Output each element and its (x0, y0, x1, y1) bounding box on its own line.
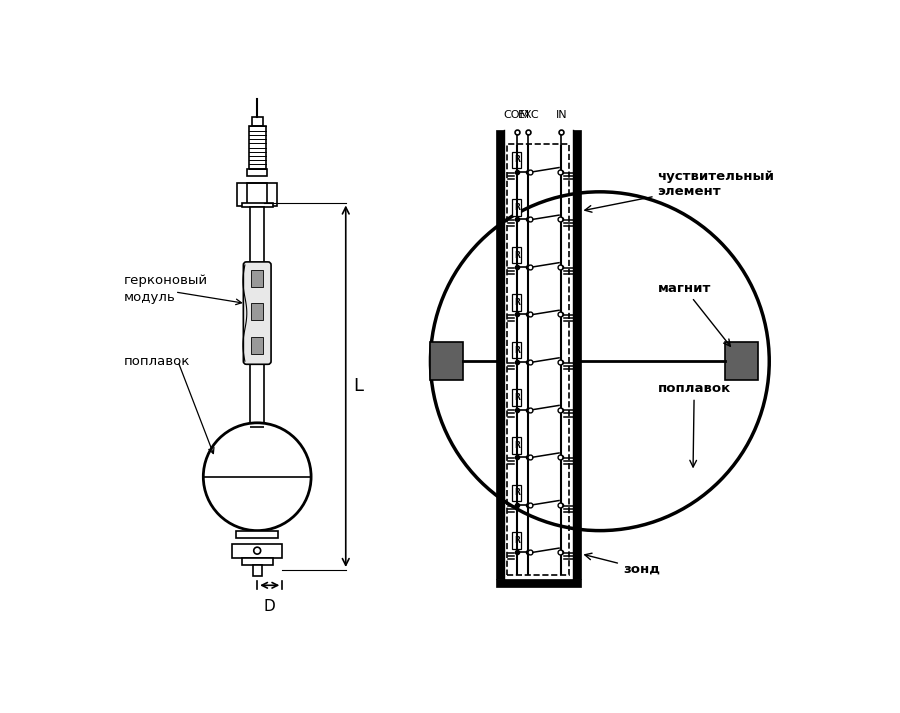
Bar (512, 342, 521, 359)
Polygon shape (238, 183, 277, 205)
Text: R: R (514, 298, 519, 307)
Text: магнит: магнит (658, 282, 731, 347)
Bar (248, 169, 267, 176)
Bar (253, 565, 262, 576)
Bar (508, 144, 569, 575)
Bar (573, 130, 580, 579)
Text: L: L (354, 377, 364, 395)
Bar (496, 130, 504, 579)
Bar (236, 531, 278, 538)
Bar (512, 532, 521, 549)
Bar (496, 579, 580, 587)
Bar (512, 389, 521, 406)
Text: IN: IN (555, 111, 567, 120)
Bar (512, 199, 521, 216)
Bar (430, 342, 463, 381)
Text: зонд: зонд (585, 553, 660, 575)
Bar (725, 342, 758, 381)
Bar (242, 558, 273, 565)
Text: герконовый: герконовый (124, 274, 208, 287)
Bar (512, 294, 521, 311)
Text: D: D (264, 599, 275, 614)
Bar (248, 183, 267, 205)
Text: R: R (514, 488, 519, 498)
Bar (251, 270, 264, 287)
Circle shape (203, 423, 311, 530)
Bar (250, 207, 264, 426)
Text: R: R (514, 203, 519, 212)
Bar (512, 437, 521, 453)
Text: R: R (514, 250, 519, 260)
Text: поплавок: поплавок (658, 381, 731, 467)
Text: поплавок: поплавок (124, 355, 191, 368)
Bar (251, 337, 264, 354)
Text: R: R (514, 441, 519, 450)
Bar (251, 303, 264, 320)
Bar (512, 485, 521, 501)
Bar (248, 126, 266, 169)
Circle shape (254, 547, 261, 554)
FancyBboxPatch shape (243, 262, 271, 364)
Text: COM: COM (504, 111, 530, 120)
Bar (242, 202, 273, 207)
Text: EXC: EXC (518, 111, 539, 120)
Bar (512, 247, 521, 263)
Text: модуль: модуль (124, 291, 176, 304)
Bar (232, 544, 283, 558)
Text: R: R (514, 536, 519, 545)
Text: R: R (514, 346, 519, 354)
Text: чуствительный
элемент: чуствительный элемент (585, 170, 775, 212)
Bar (252, 117, 263, 126)
Text: R: R (514, 155, 519, 165)
Bar (512, 152, 521, 168)
Text: R: R (514, 394, 519, 402)
